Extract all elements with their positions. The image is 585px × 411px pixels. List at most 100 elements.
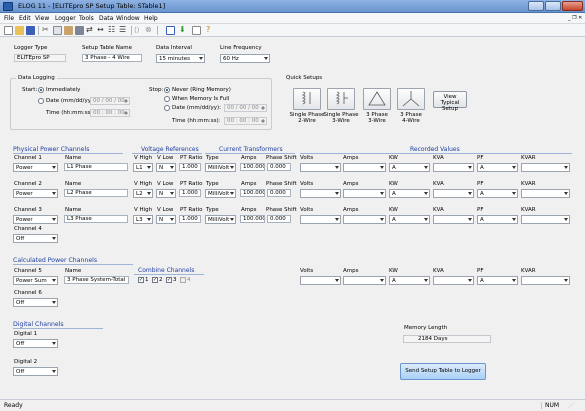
table-icon[interactable]: ☷ <box>108 25 116 34</box>
channel-6-mode-select[interactable]: Off <box>13 298 58 307</box>
channel-3-type-select[interactable]: MilliVolt <box>205 215 236 224</box>
calc-kw-select[interactable]: A <box>389 276 430 285</box>
quick-setup-3phase-3wire-button[interactable] <box>363 88 391 110</box>
resize-grip-icon[interactable]: ⋰ <box>568 402 574 409</box>
table-name-input[interactable]: 3 Phase - 4 Wire <box>82 54 142 62</box>
channel-3-name-input[interactable]: L3 Phase <box>64 215 128 223</box>
chart-icon[interactable] <box>192 26 201 35</box>
start-date-field[interactable]: 00 / 00 / 00 <box>90 97 130 105</box>
copy-icon[interactable] <box>53 26 62 35</box>
channel-2-amps-input[interactable]: 100.000 <box>240 189 265 197</box>
channel-2-kvar-select[interactable] <box>521 189 570 198</box>
quick-setup-3phase-4wire-button[interactable] <box>397 88 425 110</box>
new-icon[interactable] <box>4 26 13 35</box>
start-date-radio[interactable] <box>38 98 44 104</box>
channel-2-ptratio-input[interactable]: 1.000 <box>179 189 201 197</box>
channel-2-kva-select[interactable] <box>433 189 474 198</box>
stop-date-field[interactable]: 00 / 00 / 00 <box>224 104 267 112</box>
channel-1-kvar-select[interactable] <box>521 163 570 172</box>
channel-3-vlow-select[interactable]: N <box>156 215 176 224</box>
channel-2-pf-select[interactable]: A <box>477 189 518 198</box>
view-typical-setup-button[interactable]: View Typical Setup <box>433 91 467 112</box>
open-icon[interactable] <box>15 26 24 35</box>
flow-icon[interactable]: ↔ <box>97 25 104 34</box>
channel-3-volts-select[interactable] <box>300 215 341 224</box>
channel-1-amps-input[interactable]: 100.000 <box>240 163 265 171</box>
channel-1-name-input[interactable]: L1 Phase <box>64 163 128 171</box>
channel-2-name-input[interactable]: L2 Phase <box>64 189 128 197</box>
menu-view[interactable]: View <box>35 15 50 22</box>
data-interval-select[interactable]: 15 minutes <box>156 54 205 63</box>
channel-2-type-select[interactable]: MilliVolt <box>205 189 236 198</box>
save-icon[interactable] <box>26 26 35 35</box>
combine-channel-1-checkbox[interactable]: ✓ <box>138 277 144 283</box>
calc-volts-select[interactable] <box>300 276 341 285</box>
combine-channel-2-checkbox[interactable]: ✓ <box>152 277 158 283</box>
maximize-button[interactable] <box>545 1 561 11</box>
channel-3-ptratio-input[interactable]: 1.000 <box>179 215 201 223</box>
channel-1-kw-select[interactable]: A <box>389 163 430 172</box>
start-time-field[interactable]: 00 : 00 : 00 <box>90 109 130 117</box>
channel-2-vlow-select[interactable]: N <box>156 189 176 198</box>
channel-4-mode-select[interactable]: Off <box>13 234 58 243</box>
channel-1-kva-select[interactable] <box>433 163 474 172</box>
export-icon[interactable] <box>166 26 175 35</box>
channel-2-volts-select[interactable] <box>300 189 341 198</box>
channel-2-mode-select[interactable]: Power <box>13 189 58 198</box>
combine-channel-3-checkbox[interactable]: ✓ <box>166 277 172 283</box>
channel-3-pf-select[interactable]: A <box>477 215 518 224</box>
cut-icon[interactable]: ✂ <box>42 25 49 34</box>
download-icon[interactable]: ⬇ <box>179 25 186 34</box>
digital-2-mode-select[interactable]: Off <box>13 367 58 376</box>
mdi-controls[interactable]: _ ❐ ✕ <box>568 15 583 21</box>
menu-tools[interactable]: Tools <box>79 15 94 22</box>
stop-never-radio[interactable] <box>164 87 170 93</box>
paste-icon[interactable] <box>64 26 73 35</box>
channel-3-amps-input[interactable]: 100.000 <box>240 215 265 223</box>
send-setup-table-button[interactable]: Send Setup Table to Logger <box>400 363 486 380</box>
menu-data[interactable]: Data <box>99 15 114 22</box>
stop-time-field[interactable]: 00 : 00 : 00 <box>224 117 267 125</box>
close-button[interactable] <box>562 1 583 11</box>
channel-1-phase-shift-input[interactable]: 0.000 <box>267 163 291 171</box>
channel-3-amps-rec-select[interactable] <box>343 215 386 224</box>
channel-5-name-input[interactable]: 3 Phase System-Total <box>64 276 129 284</box>
channel-1-vlow-select[interactable]: N <box>156 163 176 172</box>
channel-1-vhigh-select[interactable]: L1 <box>133 163 153 172</box>
channel-3-mode-select[interactable]: Power <box>13 215 58 224</box>
channel-1-type-select[interactable]: MilliVolt <box>205 163 236 172</box>
line-frequency-select[interactable]: 60 Hz <box>220 54 270 63</box>
menu-file[interactable]: File <box>4 15 15 22</box>
channel-3-kva-select[interactable] <box>433 215 474 224</box>
calc-amps-select[interactable] <box>343 276 386 285</box>
channel-5-mode-select[interactable]: Power Sum <box>13 276 58 285</box>
channel-3-kvar-select[interactable] <box>521 215 570 224</box>
channel-1-volts-select[interactable] <box>300 163 341 172</box>
channel-2-kw-select[interactable]: A <box>389 189 430 198</box>
channel-1-amps-rec-select[interactable] <box>343 163 386 172</box>
channel-2-amps-rec-select[interactable] <box>343 189 386 198</box>
stop-date-radio[interactable] <box>164 105 170 111</box>
channel-1-ptratio-input[interactable]: 1.000 <box>179 163 201 171</box>
channel-3-vhigh-select[interactable]: L3 <box>133 215 153 224</box>
menu-help[interactable]: Help <box>144 15 158 22</box>
start-immediately-radio[interactable] <box>38 87 44 93</box>
link-icon[interactable]: ⟨⟩ <box>134 26 140 34</box>
calc-kva-select[interactable] <box>433 276 474 285</box>
quick-setup-single-phase-3wire-button[interactable] <box>327 88 355 110</box>
print-icon[interactable] <box>75 26 84 35</box>
calc-kvar-select[interactable] <box>521 276 570 285</box>
channel-1-mode-select[interactable]: Power <box>13 163 58 172</box>
list-icon[interactable]: ☰ <box>119 25 127 34</box>
channel-1-pf-select[interactable]: A <box>477 163 518 172</box>
calc-pf-select[interactable]: A <box>477 276 518 285</box>
channel-2-vhigh-select[interactable]: L2 <box>133 189 153 198</box>
menu-edit[interactable]: Edit <box>19 15 31 22</box>
digital-1-mode-select[interactable]: Off <box>13 339 58 348</box>
channel-3-phase-shift-input[interactable]: 0.000 <box>267 215 291 223</box>
combine-channel-4-checkbox[interactable] <box>180 277 186 283</box>
channel-3-kw-select[interactable]: A <box>389 215 430 224</box>
minimize-button[interactable] <box>528 1 544 11</box>
help-icon[interactable]: ? <box>206 25 211 34</box>
menu-logger[interactable]: Logger <box>55 15 76 22</box>
